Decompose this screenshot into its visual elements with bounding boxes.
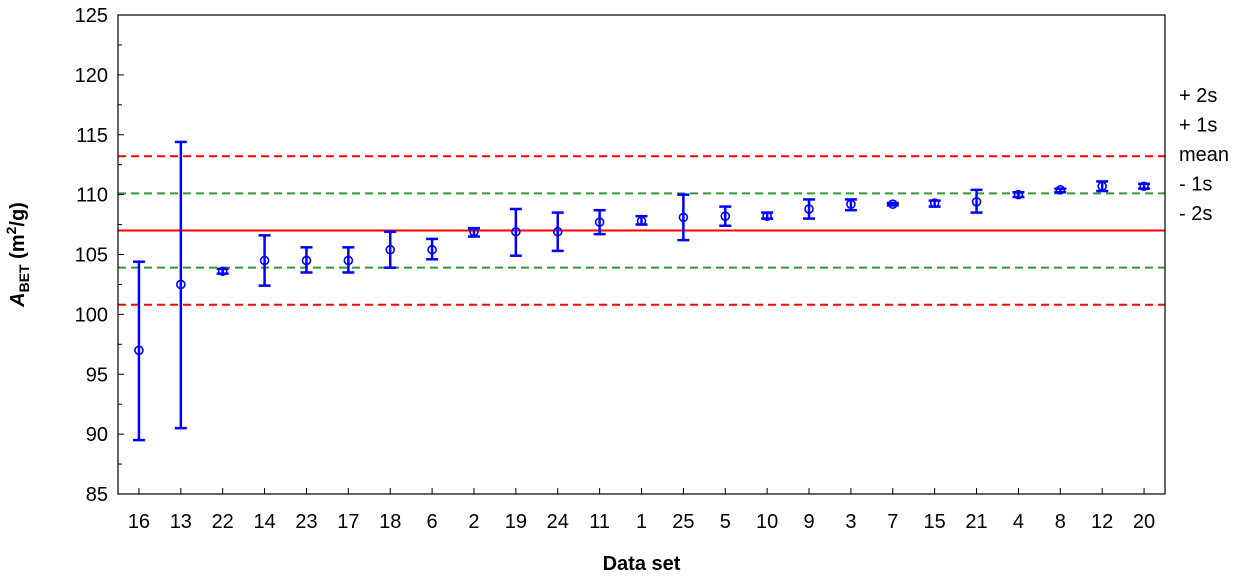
x-tick-label: 13 — [170, 511, 192, 533]
x-axis-ticks: 16 13 22 14 23 17 18 6 2 19 24 11 1 25 5 10 9 3 7 15 21 4 8 12 2… — [128, 488, 1155, 533]
data-point — [1013, 189, 1024, 200]
x-tick-label: 21 — [965, 511, 987, 533]
x-tick-label: 16 — [128, 511, 150, 533]
x-axis-title: Data set — [603, 553, 681, 575]
x-tick-label: 17 — [337, 511, 359, 533]
data-point — [846, 199, 856, 210]
y-tick-label: 120 — [75, 65, 108, 87]
data-point — [385, 244, 396, 255]
x-tick-label: 11 — [589, 511, 610, 533]
y-axis-ticks: 85 90 95 100 105 110 115 120 125 — [75, 5, 124, 506]
x-tick-label: 2 — [468, 511, 479, 533]
data-point — [217, 266, 228, 277]
data-point — [552, 226, 563, 237]
data-point — [594, 217, 605, 227]
data-point — [1097, 181, 1107, 192]
x-tick-label: 7 — [887, 511, 898, 533]
reference-line-labels: + 2s + 1s mean - 1s - 2s — [1179, 85, 1229, 225]
x-tick-label: 3 — [845, 511, 856, 533]
y-tick-label: 125 — [75, 5, 108, 27]
x-tick-label: 24 — [547, 511, 569, 533]
reference-line-label: mean — [1179, 144, 1229, 166]
y-axis-title-unit-prefix: (m — [7, 234, 29, 264]
x-tick-label: 4 — [1013, 511, 1024, 533]
data-point — [762, 211, 772, 221]
error-bars — [132, 140, 1151, 442]
y-axis-title: ABET (m2/g) — [3, 202, 32, 308]
reference-lines — [118, 155, 1165, 306]
x-tick-label: 10 — [756, 511, 778, 533]
x-tick-label: 1 — [636, 511, 647, 533]
x-tick-label: 9 — [803, 511, 814, 533]
data-point — [176, 279, 186, 290]
data-point — [343, 255, 354, 266]
plot-area-frame — [117, 14, 1166, 495]
data-point — [134, 345, 144, 356]
data-point — [511, 226, 521, 237]
data-points — [134, 181, 1149, 356]
y-tick-label: 90 — [86, 424, 108, 446]
y-axis-title-symbol: A — [7, 292, 29, 307]
reference-line-label: - 1s — [1179, 174, 1212, 196]
data-point — [804, 204, 814, 214]
data-point — [469, 226, 479, 237]
y-axis-title-subscript: BET — [16, 264, 32, 292]
x-tick-label: 15 — [924, 511, 946, 533]
x-tick-label: 8 — [1055, 511, 1066, 533]
x-tick-label: 12 — [1091, 511, 1113, 533]
x-tick-label: 22 — [212, 511, 234, 533]
data-point — [887, 199, 898, 210]
data-point — [636, 216, 647, 226]
data-point — [678, 212, 689, 223]
x-tick-label: 19 — [505, 511, 527, 533]
x-tick-label: 25 — [672, 511, 694, 533]
y-tick-label: 110 — [76, 185, 108, 207]
data-point — [301, 255, 312, 266]
data-point — [427, 244, 437, 255]
y-axis-title-superscript: 2 — [3, 226, 19, 234]
x-tick-label: 20 — [1133, 511, 1155, 533]
reference-line-label: + 2s — [1179, 85, 1217, 107]
y-tick-label: 85 — [86, 484, 108, 506]
data-point — [1055, 185, 1066, 195]
y-tick-label: 100 — [75, 304, 108, 326]
y-tick-label: 95 — [86, 364, 108, 386]
data-point — [971, 197, 982, 207]
data-point — [720, 211, 731, 221]
data-point — [259, 255, 270, 266]
x-tick-label: 18 — [379, 511, 401, 533]
y-tick-label: 115 — [76, 125, 108, 147]
x-tick-label: 14 — [253, 511, 275, 533]
x-tick-label: 23 — [295, 511, 317, 533]
reference-line-label: + 1s — [1179, 115, 1217, 137]
x-tick-label: 6 — [427, 511, 438, 533]
x-tick-label: 5 — [720, 511, 731, 533]
data-point — [1139, 181, 1149, 192]
y-tick-label: 105 — [75, 245, 108, 267]
y-axis-title-unit-suffix: /g) — [7, 202, 29, 226]
reference-line-label: - 2s — [1179, 203, 1212, 225]
data-point — [929, 198, 940, 208]
